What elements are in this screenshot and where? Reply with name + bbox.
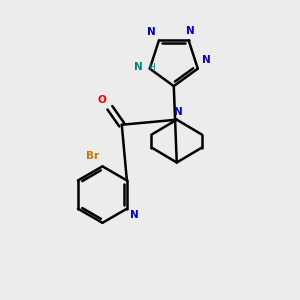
Text: O: O (98, 95, 106, 105)
Text: N: N (134, 62, 143, 72)
Text: Br: Br (86, 151, 99, 161)
Text: N: N (186, 26, 194, 36)
Text: N: N (147, 27, 156, 37)
Text: N: N (202, 55, 211, 65)
Text: N: N (130, 210, 139, 220)
Text: N: N (174, 107, 183, 117)
Text: H: H (148, 63, 155, 72)
